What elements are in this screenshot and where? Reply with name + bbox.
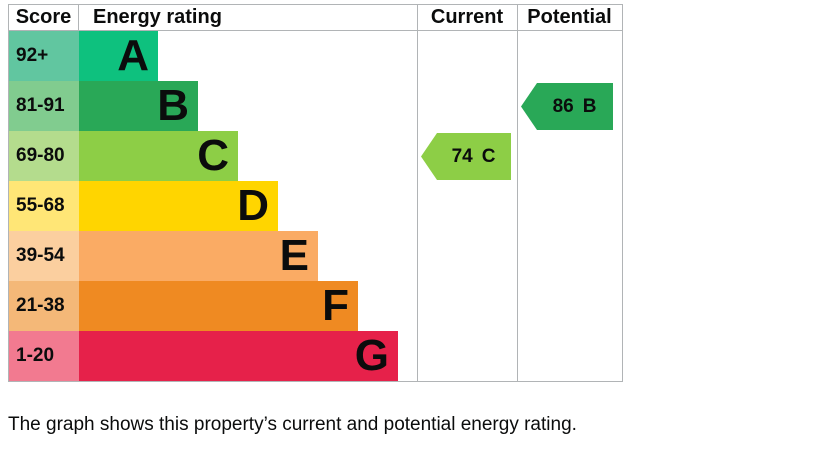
rating-band-letter: A xyxy=(117,31,149,80)
chart-caption: The graph shows this property’s current … xyxy=(8,414,577,435)
score-range-label: 69-80 xyxy=(9,131,79,181)
rating-band-bar: G xyxy=(79,331,398,381)
potential-rating-arrow: 86 B xyxy=(521,83,613,130)
score-range-label: 55-68 xyxy=(9,181,79,231)
epc-band-row: 39-54 E xyxy=(9,231,622,281)
current-column-header: Current xyxy=(430,6,504,28)
epc-rating-table: Score Energy rating Current Potential 92… xyxy=(8,4,623,382)
rating-band-letter: G xyxy=(354,331,389,380)
score-column-header: Score xyxy=(9,5,79,30)
score-range-label: 21-38 xyxy=(9,281,79,331)
rating-band-bar: E xyxy=(79,231,318,281)
score-range-label: 39-54 xyxy=(9,231,79,281)
epc-band-row: 69-80 C xyxy=(9,131,622,181)
current-column-divider xyxy=(417,5,418,381)
epc-band-row: 1-20 G xyxy=(9,331,622,381)
rating-band-letter: D xyxy=(237,181,269,230)
rating-band-bar: B xyxy=(79,81,198,131)
rating-band-letter: C xyxy=(197,131,229,180)
score-range-label: 81-91 xyxy=(9,81,79,131)
current-rating-score: 74 xyxy=(451,145,473,167)
rating-band-letter: F xyxy=(322,281,349,330)
epc-band-row: 21-38 F xyxy=(9,281,622,331)
energy-rating-column-header: Energy rating xyxy=(93,6,222,28)
rating-band-letter: B xyxy=(157,81,189,130)
current-rating-band: C xyxy=(481,145,496,167)
potential-rating-score: 86 xyxy=(552,95,574,117)
potential-column-divider xyxy=(517,5,518,381)
score-range-label: 92+ xyxy=(9,31,79,81)
rating-band-bar: A xyxy=(79,31,158,81)
rating-band-bar: C xyxy=(79,131,238,181)
potential-rating-band: B xyxy=(582,95,597,117)
rating-band-bar: F xyxy=(79,281,358,331)
epc-band-row: 81-91 B xyxy=(9,81,622,131)
current-rating-arrow: 74 C xyxy=(421,133,511,180)
epc-header-row: Score Energy rating Current Potential xyxy=(9,5,622,31)
epc-chart: Score Energy rating Current Potential 92… xyxy=(8,4,825,436)
epc-band-row: 92+ A xyxy=(9,31,622,81)
epc-band-rows: 92+ A 81-91 B 69-80 C 55-68 D 39-54 E 21-38 F 1-20 G xyxy=(9,31,622,381)
rating-band-letter: E xyxy=(279,231,309,280)
score-range-label: 1-20 xyxy=(9,331,79,381)
rating-band-bar: D xyxy=(79,181,278,231)
potential-column-header: Potential xyxy=(527,6,612,28)
epc-band-row: 55-68 D xyxy=(9,181,622,231)
